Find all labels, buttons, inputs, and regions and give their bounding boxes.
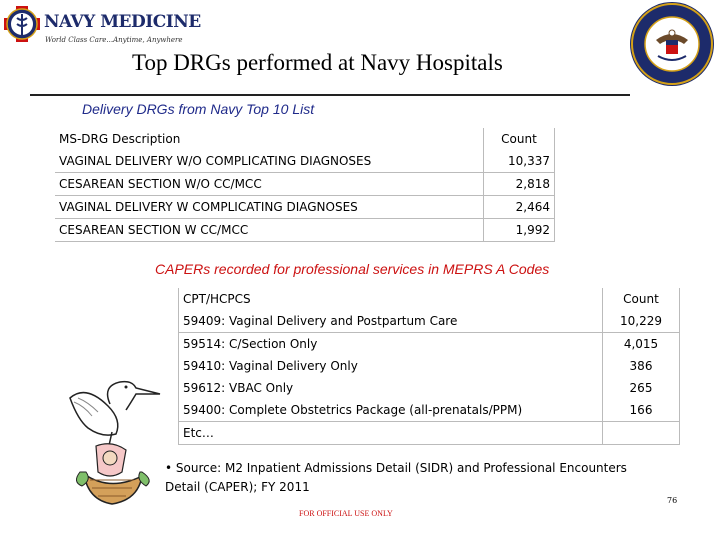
table-row: CESAREAN SECTION W/O CC/MCC 2,818 [55, 172, 555, 196]
drg-description: VAGINAL DELIVERY W COMPLICATING DIAGNOSE… [55, 195, 484, 219]
navy-medicine-emblem-icon [4, 6, 40, 42]
drg-description-header: MS-DRG Description [59, 132, 181, 146]
table-header-row: CPT/HCPCS Count [178, 288, 680, 310]
table-row: VAGINAL DELIVERY W COMPLICATING DIAGNOSE… [55, 195, 555, 219]
drg-subtitle: Delivery DRGs from Navy Top 10 List [82, 101, 315, 117]
logo-text: NAVY MEDICINE [44, 12, 201, 32]
table-row: 59409: Vaginal Delivery and Postpartum C… [178, 310, 680, 333]
drg-description: CESAREAN SECTION W CC/MCC [55, 218, 484, 242]
table-header-row: MS-DRG Description Count [55, 128, 555, 150]
caper-count-header: Count [602, 288, 680, 310]
caper-table: CPT/HCPCS Count 59409: Vaginal Delivery … [178, 288, 680, 445]
logo-tagline: World Class Care...Anytime, Anywhere [45, 36, 183, 44]
caper-code: Etc… [178, 421, 603, 445]
source-note: • Source: M2 Inpatient Admissions Detail… [165, 461, 627, 494]
caper-code: 59514: C/Section Only [178, 332, 603, 355]
caper-count: 386 [602, 355, 680, 377]
drg-count: 1,992 [483, 218, 555, 242]
caper-code: 59612: VBAC Only [178, 377, 603, 399]
title-divider [30, 94, 630, 96]
drg-count: 10,337 [483, 150, 555, 173]
caper-count: 10,229 [602, 310, 680, 333]
navy-seal-icon [630, 2, 714, 86]
table-row: 59410: Vaginal Delivery Only 386 [178, 355, 680, 377]
caper-code-header: CPT/HCPCS [178, 288, 603, 310]
drg-table: MS-DRG Description Count VAGINAL DELIVER… [55, 128, 555, 242]
drg-count-header: Count [483, 128, 555, 150]
table-row: Etc… [178, 421, 680, 445]
caper-count: 4,015 [602, 332, 680, 355]
table-row: 59400: Complete Obstetrics Package (all-… [178, 399, 680, 422]
page-title: Top DRGs performed at Navy Hospitals [132, 50, 503, 75]
navy-medicine-logo: NAVY MEDICINE World Class Care...Anytime… [4, 4, 201, 54]
caper-count: 265 [602, 377, 680, 399]
caper-subtitle: CAPERs recorded for professional service… [155, 261, 550, 277]
table-row: 59514: C/Section Only 4,015 [178, 332, 680, 355]
table-row: VAGINAL DELIVERY W/O COMPLICATING DIAGNO… [55, 150, 555, 173]
drg-count: 2,464 [483, 195, 555, 219]
stork-icon [69, 380, 161, 505]
caper-code: 59400: Complete Obstetrics Package (all-… [178, 399, 603, 422]
drg-count: 2,818 [483, 172, 555, 196]
footer-classification: FOR OFFICIAL USE ONLY [299, 509, 393, 518]
table-row: CESAREAN SECTION W CC/MCC 1,992 [55, 218, 555, 242]
page-number: 76 [667, 496, 678, 505]
caper-code: 59410: Vaginal Delivery Only [178, 355, 603, 377]
drg-description: VAGINAL DELIVERY W/O COMPLICATING DIAGNO… [55, 150, 484, 173]
caper-count: 166 [602, 399, 680, 422]
caper-count [602, 421, 680, 445]
table-row: 59612: VBAC Only 265 [178, 377, 680, 399]
caper-code: 59409: Vaginal Delivery and Postpartum C… [178, 310, 603, 333]
drg-description: CESAREAN SECTION W/O CC/MCC [55, 172, 484, 196]
